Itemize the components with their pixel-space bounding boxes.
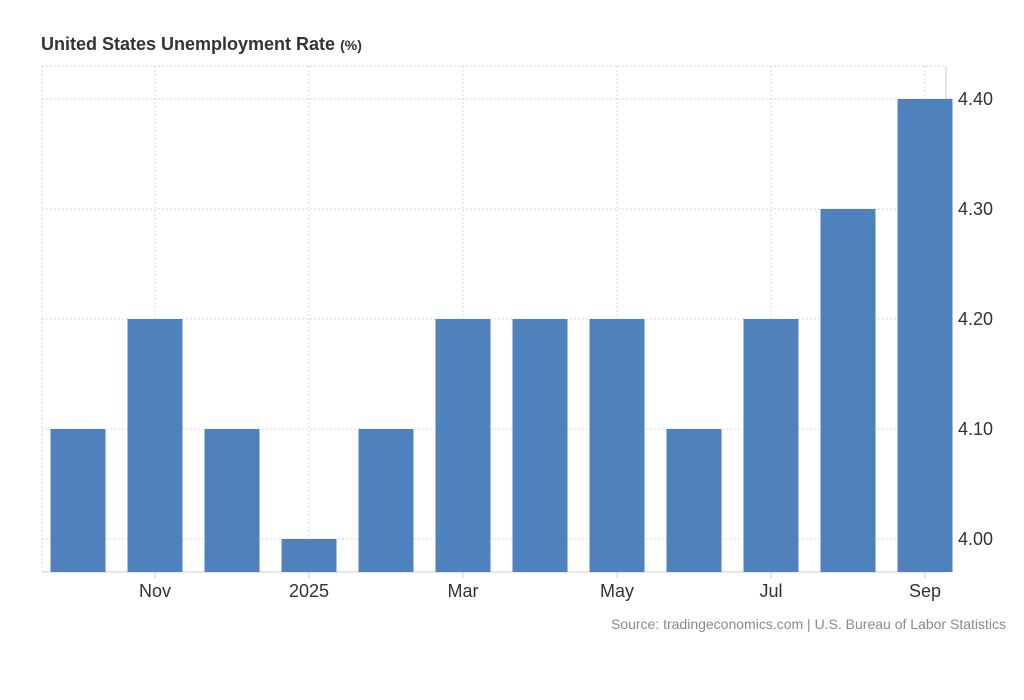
chart-title: United States Unemployment Rate (%) bbox=[41, 34, 362, 55]
y-tick-label: 4.10 bbox=[958, 419, 993, 439]
y-tick-label: 4.40 bbox=[958, 89, 993, 109]
x-axis-ticks: Nov 2025 Mar May Jul Sep bbox=[139, 581, 941, 601]
bar bbox=[897, 99, 953, 572]
bar bbox=[743, 319, 799, 572]
bar bbox=[820, 209, 876, 572]
bar bbox=[281, 539, 337, 572]
bar bbox=[589, 319, 645, 572]
bar bbox=[666, 429, 722, 572]
chart-title-text: United States Unemployment Rate bbox=[41, 34, 336, 54]
x-tick-label: Jul bbox=[759, 581, 782, 601]
bar bbox=[512, 319, 568, 572]
y-tick-label: 4.00 bbox=[958, 529, 993, 549]
x-tick-label: 2025 bbox=[289, 581, 329, 601]
source-note: Source: tradingeconomics.com | U.S. Bure… bbox=[610, 616, 1006, 632]
x-tick-label: Nov bbox=[139, 581, 171, 601]
bar bbox=[50, 429, 106, 572]
x-tick-label: Mar bbox=[448, 581, 479, 601]
y-axis-ticks: 4.00 4.10 4.20 4.30 4.40 bbox=[958, 89, 993, 549]
x-tick-label: May bbox=[600, 581, 634, 601]
chart-title-unit: (%) bbox=[340, 37, 362, 53]
bar bbox=[127, 319, 183, 572]
bars bbox=[50, 99, 953, 572]
y-tick-label: 4.30 bbox=[958, 199, 993, 219]
x-tick-label: Sep bbox=[909, 581, 941, 601]
bar bbox=[204, 429, 260, 572]
bar bbox=[358, 429, 414, 572]
bar bbox=[435, 319, 491, 572]
y-tick-label: 4.20 bbox=[958, 309, 993, 329]
